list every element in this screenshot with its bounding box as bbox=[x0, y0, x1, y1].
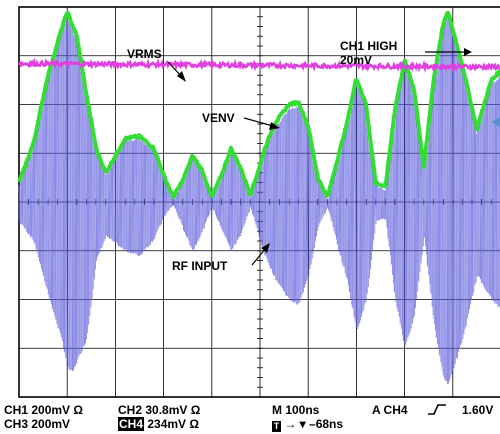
ch4-tag: CH4 bbox=[118, 417, 145, 431]
timebase-setting: M 100ns bbox=[272, 403, 320, 417]
rising-edge-icon bbox=[426, 403, 448, 416]
venv-label: VENV bbox=[202, 111, 235, 125]
rf-input-fill bbox=[18, 16, 500, 385]
rf-input-label: RF INPUT bbox=[172, 259, 228, 273]
ch4-value: 234mV Ω bbox=[147, 417, 200, 431]
trigger-level: 1.60V bbox=[462, 403, 494, 417]
rf-input-arrow-line bbox=[251, 247, 267, 266]
rf-input-arrow-head bbox=[261, 243, 270, 253]
ch1-high-value: 20mV bbox=[340, 53, 372, 67]
venv-trace bbox=[17, 10, 500, 199]
ch1-high-arrow-head bbox=[464, 48, 472, 56]
venv-arrow-line bbox=[243, 117, 274, 127]
ch3-setting: CH3 200mV bbox=[4, 417, 71, 431]
vrms-label: VRMS bbox=[127, 47, 162, 61]
venv-arrow-head bbox=[269, 122, 280, 130]
trigger-position-value: → ▾ –68ns bbox=[284, 417, 344, 431]
annotation-labels: VRMS CH1 HIGH 20mV VENV RF INPUT bbox=[127, 39, 397, 273]
waveform-traces bbox=[17, 10, 500, 385]
ref-marker-icon bbox=[492, 117, 500, 127]
trigger-marker-tag: T bbox=[272, 421, 281, 432]
vrms-arrow-head bbox=[177, 71, 186, 82]
ch4-setting: CH4 234mV Ω bbox=[118, 417, 200, 431]
ch1-setting: CH1 200mV Ω bbox=[4, 403, 83, 417]
rf-input-trace bbox=[18, 16, 500, 385]
trigger-source: A CH4 bbox=[372, 403, 408, 417]
vrms-trace bbox=[18, 57, 500, 74]
ch2-setting: CH2 30.8mV Ω bbox=[118, 403, 201, 417]
scope-status-bar: CH1 200mV Ω CH3 200mV CH2 30.8mV Ω CH4 2… bbox=[0, 398, 500, 434]
annotation-arrows bbox=[167, 48, 500, 266]
ch1-high-label: CH1 HIGH bbox=[340, 39, 397, 53]
trigger-position: T → ▾ –68ns bbox=[272, 418, 343, 432]
